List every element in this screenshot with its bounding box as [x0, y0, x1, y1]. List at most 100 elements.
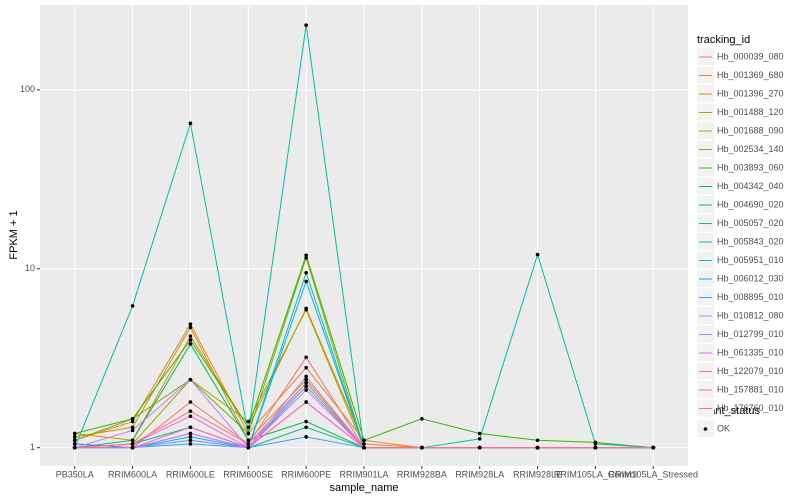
point	[188, 325, 193, 330]
point	[304, 381, 308, 385]
point	[420, 417, 424, 421]
point-legend-label: OK	[717, 423, 730, 433]
point	[188, 435, 193, 439]
point	[246, 419, 251, 424]
point	[130, 425, 135, 430]
point	[130, 417, 135, 421]
point	[304, 425, 308, 430]
legend-title: tracking_id	[697, 34, 750, 46]
point	[130, 304, 135, 308]
point	[188, 342, 193, 346]
point	[304, 388, 308, 392]
x-tick-label: RRIM600LE	[166, 469, 215, 479]
legend-label: Hb_176760_010	[717, 403, 784, 413]
legend-label: Hb_006012_030	[717, 273, 784, 283]
point	[535, 252, 540, 257]
x-tick-label: RRIM928LE	[513, 469, 562, 479]
point	[477, 431, 482, 436]
point	[477, 437, 482, 441]
point	[304, 23, 308, 27]
point	[420, 445, 424, 450]
point	[188, 425, 193, 430]
legend-label: Hb_008895_010	[717, 292, 784, 302]
legend-label: Hb_003893_060	[717, 162, 784, 172]
legend-label: Hb_001488_120	[717, 107, 784, 117]
point	[246, 442, 251, 446]
point	[304, 384, 308, 389]
point	[535, 445, 540, 450]
point	[304, 400, 308, 404]
point	[535, 438, 540, 443]
point	[188, 409, 193, 413]
point	[651, 445, 656, 450]
x-tick-label: RRIM928BA	[397, 469, 447, 479]
point	[246, 425, 251, 430]
point	[246, 445, 251, 450]
point	[593, 442, 598, 446]
point	[246, 431, 251, 436]
legend-label: Hb_004690_020	[717, 199, 784, 209]
point	[130, 419, 135, 424]
y-tick-label: 1	[30, 442, 35, 452]
legend-label: Hb_012799_010	[717, 329, 784, 339]
point	[72, 438, 77, 443]
legend-label: Hb_061335_010	[717, 347, 784, 357]
point	[362, 438, 366, 443]
x-tick-label: RRIM105LA_Stressed	[609, 469, 699, 479]
x-tick-label: RRIM105LA_Control	[554, 469, 637, 479]
x-tick-label: RRIM600LA	[108, 469, 157, 479]
point	[304, 355, 308, 360]
x-tick-label: RRIM600SE	[223, 469, 273, 479]
legend-label: Hb_001369_680	[717, 70, 784, 80]
point	[72, 431, 77, 436]
point	[188, 338, 193, 342]
point	[130, 428, 135, 433]
point	[304, 377, 308, 382]
point	[188, 322, 193, 326]
legend-label: Hb_000039_080	[717, 51, 784, 61]
point	[130, 445, 135, 450]
point	[188, 414, 193, 418]
point	[72, 435, 77, 439]
legend-label: Hb_001396_270	[717, 88, 784, 98]
point	[188, 431, 193, 436]
point	[304, 435, 308, 439]
point	[304, 279, 308, 284]
point	[188, 121, 193, 126]
point	[304, 419, 308, 424]
y-axis-title: FPKM + 1	[8, 210, 20, 259]
x-tick-label: PB350LA	[56, 469, 94, 479]
point	[72, 442, 77, 446]
legend-label: Hb_005843_020	[717, 236, 784, 246]
y-tick-label: 10	[25, 263, 35, 273]
point	[130, 442, 135, 446]
legend-label: Hb_001688_090	[717, 125, 784, 135]
legend-label: Hb_005951_010	[717, 255, 784, 265]
point	[477, 445, 482, 450]
legend-label: Hb_005057_020	[717, 218, 784, 228]
point	[304, 253, 308, 258]
y-tick-label: 100	[20, 84, 35, 94]
point	[304, 307, 308, 312]
point	[188, 438, 193, 443]
point	[246, 438, 251, 443]
point	[188, 442, 193, 446]
legend-label: Hb_157881_010	[717, 384, 784, 394]
point-legend-swatch	[703, 427, 708, 431]
x-axis-title: sample_name	[329, 482, 398, 494]
point	[304, 365, 308, 370]
point	[130, 438, 135, 443]
point	[362, 445, 366, 450]
x-tick-label: RRIM600PE	[281, 469, 331, 479]
point	[304, 374, 308, 379]
point	[304, 256, 308, 260]
x-tick-label: RRIM928LA	[455, 469, 504, 479]
legend-label: Hb_122079_010	[717, 366, 784, 376]
point	[72, 445, 77, 450]
point	[188, 400, 193, 404]
point	[304, 270, 308, 275]
x-tick-label: RRIM901LA	[339, 469, 388, 479]
legend-label: Hb_004342_040	[717, 181, 784, 191]
legend-label: Hb_002534_140	[717, 144, 784, 154]
